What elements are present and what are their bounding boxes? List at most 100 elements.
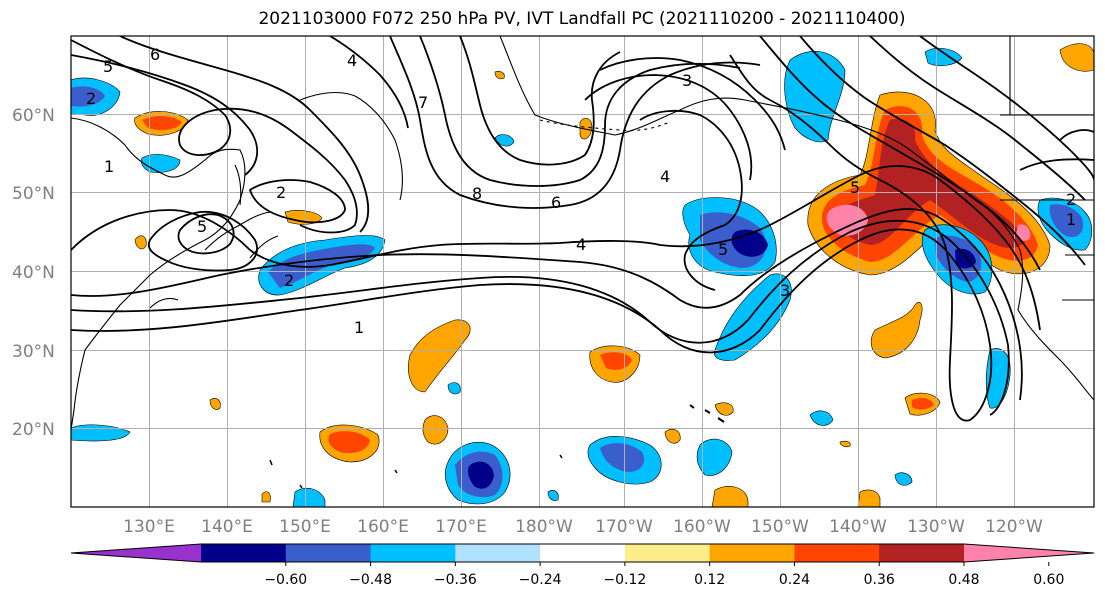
contour-label: 5 xyxy=(718,240,728,259)
contour-label: 2 xyxy=(276,183,286,202)
colorbar-tick-label: 0.60 xyxy=(1033,572,1064,588)
colorbar-extend-high xyxy=(964,544,1094,562)
contour-label: 4 xyxy=(660,167,670,186)
pacific-islands xyxy=(269,454,563,489)
lon-label: 140°E xyxy=(201,517,253,537)
anomaly-blob-small-7 xyxy=(261,491,271,503)
contour-label: 1 xyxy=(354,318,364,337)
contour-label: 6 xyxy=(551,193,561,212)
lon-label: 130°W xyxy=(907,517,965,537)
map-title: 2021103000 F072 250 hPa PV, IVT Landfall… xyxy=(258,9,906,29)
lon-label: 170°E xyxy=(435,517,487,537)
graticule xyxy=(71,36,1094,507)
lat-label: 20°N xyxy=(12,420,55,440)
anomaly-blob-japan xyxy=(284,210,323,225)
lon-label: 170°W xyxy=(595,517,653,537)
lon-label: 140°W xyxy=(829,517,887,537)
contour-label: 5 xyxy=(103,57,113,76)
anomaly-blob-small-n1 xyxy=(894,472,913,486)
anomaly-blob-135w xyxy=(870,301,923,359)
anomaly-core-2 xyxy=(835,118,1025,248)
hawaii xyxy=(689,404,725,423)
colorbar-tick-label: −0.48 xyxy=(349,572,392,588)
contour-label: 5 xyxy=(850,178,860,197)
anomaly-blob-145w-south xyxy=(857,489,881,507)
anomaly-blob-160e-north xyxy=(494,134,515,147)
lon-label: 120°W xyxy=(985,517,1043,537)
contour-label: 2 xyxy=(86,89,96,108)
kamchatka xyxy=(299,91,404,201)
longitude-labels: 130°E 140°E 150°E 160°E 170°E 180°W 170°… xyxy=(123,517,1043,537)
lat-label: 30°N xyxy=(12,342,55,362)
colorbar-tick-label: −0.36 xyxy=(434,572,477,588)
colorbar-bin xyxy=(540,544,626,562)
anomaly-blob-168e xyxy=(422,415,449,445)
colorbar-bin xyxy=(370,544,456,562)
anomaly-peak-2 xyxy=(1016,224,1031,241)
colorbar-bin xyxy=(624,544,711,562)
contour-label: 7 xyxy=(418,93,428,112)
colorbar-tick-label: −0.24 xyxy=(519,572,562,588)
contour-label: 6 xyxy=(150,45,160,64)
colorbar-bin xyxy=(201,544,287,562)
colorbar-tick-label: −0.60 xyxy=(264,572,307,588)
anomaly-blob-150w-mid xyxy=(696,438,733,476)
lon-label: 130°E xyxy=(123,517,175,537)
colorbar-tick-label: 0.36 xyxy=(864,572,895,588)
contour-label: 3 xyxy=(780,281,790,300)
colorbar-bin xyxy=(285,544,372,562)
lon-label: 160°E xyxy=(357,517,409,537)
canada-border xyxy=(1000,36,1094,301)
contour-label: 2 xyxy=(284,271,294,290)
anomaly-blob-155e-south xyxy=(292,487,326,507)
coastlines xyxy=(71,36,1094,489)
contour-labels: 6 5 2 1 5 2 7 4 8 6 4 3 4 5 3 5 1 2 1 2 xyxy=(86,45,1076,337)
contour-label: 3 xyxy=(682,71,692,90)
anomaly-blob-170e xyxy=(408,319,471,393)
lat-label: 60°N xyxy=(12,106,55,126)
lon-label: 160°W xyxy=(673,517,731,537)
colorbar: −0.60 −0.48 −0.36 −0.24 −0.12 0.12 0.24 0.36 0.4… xyxy=(70,543,1095,588)
anomaly-blob-170e-small xyxy=(447,382,461,395)
contour-label: 1 xyxy=(104,157,114,176)
anomaly-blob-small-5 xyxy=(494,71,505,80)
contour-label: 5 xyxy=(197,217,207,236)
contour-label: 4 xyxy=(576,235,586,254)
latitude-labels: 60°N 50°N 40°N 30°N 20°N xyxy=(12,106,55,440)
map-area: 6 5 2 1 5 2 7 4 8 6 4 3 4 5 3 5 1 2 1 2 xyxy=(71,36,1094,507)
anomaly-blob-150w-south xyxy=(711,486,749,507)
lon-label: 150°E xyxy=(279,517,331,537)
contour-label: 1 xyxy=(1066,210,1076,229)
lat-label: 50°N xyxy=(12,184,55,204)
anomaly-blob-small-1 xyxy=(664,428,681,444)
colorbar-extend-low xyxy=(71,544,201,562)
colorbar-tick-label: 0.48 xyxy=(948,572,979,588)
contour-label: 8 xyxy=(472,184,482,203)
anomaly-core-165e-south xyxy=(467,461,494,489)
anomaly-blob-small-8 xyxy=(839,440,851,448)
map-frame xyxy=(70,35,1095,508)
colorbar-outline xyxy=(70,543,1095,563)
anomaly-blob-small-2 xyxy=(714,402,734,416)
lat-label: 40°N xyxy=(12,263,55,283)
lon-label: 180°W xyxy=(515,517,573,537)
colorbar-tick-label: 0.24 xyxy=(779,572,810,588)
colorbar-bin xyxy=(794,544,880,562)
colorbar-tick-label: 0.12 xyxy=(694,572,725,588)
asia-coast xyxy=(71,117,246,431)
anomaly-blob-145w-mid xyxy=(809,410,834,426)
contour-label: 4 xyxy=(347,51,357,70)
japan-islands xyxy=(149,211,279,309)
colorbar-bin xyxy=(709,544,795,562)
positive-anomalies xyxy=(134,43,1094,507)
colorbar-tick-label: −0.12 xyxy=(603,572,646,588)
colorbar-bin xyxy=(879,544,965,562)
sakhalin xyxy=(234,164,242,206)
anomaly-blob-small-n2 xyxy=(547,490,559,501)
pv-contours xyxy=(71,36,1094,422)
anomaly-blob-small-3 xyxy=(209,398,221,410)
lon-label: 150°W xyxy=(751,517,809,537)
anomaly-blob-155w-south xyxy=(714,273,792,361)
anomaly-blob-small-4 xyxy=(134,235,147,250)
